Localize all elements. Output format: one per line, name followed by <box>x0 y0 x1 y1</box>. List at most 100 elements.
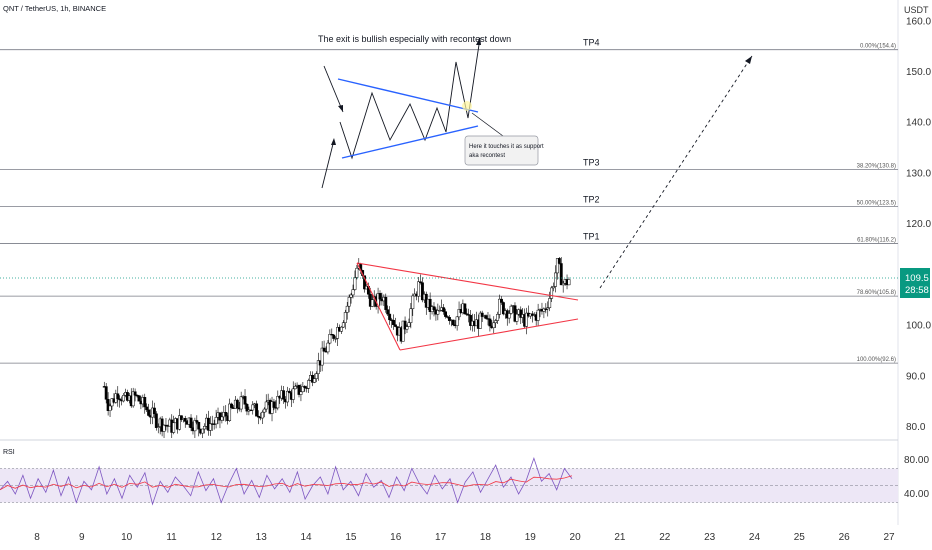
x-tick-5: 13 <box>256 532 268 543</box>
y-tick-2: 140.0 <box>906 118 931 129</box>
candle <box>561 280 565 293</box>
candle <box>442 304 446 315</box>
tp-label-tp2: TP2 <box>583 194 600 204</box>
schematic-pattern[interactable] <box>321 37 504 189</box>
candle <box>218 412 222 429</box>
fib-label-2: 50.00%(123.5) <box>857 200 896 206</box>
candle <box>193 417 197 438</box>
x-tick-0: 8 <box>34 532 40 543</box>
candle <box>257 410 260 425</box>
candle <box>343 309 347 330</box>
x-tick-8: 16 <box>390 532 402 543</box>
candle <box>303 385 307 392</box>
annotation-text[interactable]: The exit is bullish especially with reco… <box>318 34 511 44</box>
candle <box>291 381 295 404</box>
candle <box>494 318 498 328</box>
candle <box>559 257 563 286</box>
candle <box>554 265 557 293</box>
candle <box>301 381 305 393</box>
candle <box>457 301 461 321</box>
candle <box>376 287 380 314</box>
candle <box>297 384 301 398</box>
candle <box>469 309 473 331</box>
candle <box>320 341 324 372</box>
candle <box>276 390 280 411</box>
rsi-line <box>0 457 573 506</box>
fib-label-1: 38.20%(130.8) <box>857 163 896 169</box>
candle <box>488 314 492 332</box>
candle <box>515 308 519 325</box>
symmetrical-triangle-red[interactable] <box>356 262 579 351</box>
candle <box>347 294 351 313</box>
candle <box>550 285 554 303</box>
x-tick-10: 18 <box>480 532 492 543</box>
candle <box>133 388 137 402</box>
x-tick-3: 11 <box>166 532 177 543</box>
x-tick-14: 22 <box>659 532 671 543</box>
candle <box>293 382 297 390</box>
candle <box>411 293 415 316</box>
candle <box>370 293 374 308</box>
candle <box>212 419 216 430</box>
y-tick-1: 150.0 <box>906 67 931 78</box>
rsi-tick-1: 40.00 <box>904 489 929 500</box>
candle <box>530 310 534 323</box>
candle <box>312 373 316 384</box>
candle <box>509 304 513 315</box>
candle <box>214 409 218 429</box>
rsi-band <box>0 468 898 503</box>
candle <box>189 414 193 432</box>
candle <box>428 292 432 320</box>
x-tick-13: 21 <box>614 532 626 543</box>
x-tick-11: 19 <box>525 532 537 543</box>
x-tick-15: 23 <box>704 532 716 543</box>
y-tick-3: 130.0 <box>906 168 931 179</box>
candle <box>106 392 110 416</box>
candle <box>145 403 149 412</box>
candle <box>328 329 332 345</box>
candle <box>264 394 268 413</box>
y-tick-4: 120.0 <box>906 219 931 230</box>
candle <box>122 393 125 403</box>
candle <box>220 411 224 424</box>
candle <box>480 310 484 322</box>
candle <box>339 325 343 334</box>
candle <box>407 318 411 327</box>
candle <box>519 306 523 325</box>
candle <box>498 294 501 319</box>
candle <box>444 308 448 319</box>
candle <box>544 303 548 314</box>
candle <box>386 305 390 316</box>
candle <box>239 391 243 413</box>
candle <box>451 319 455 327</box>
tp-label-tp4: TP4 <box>583 38 600 48</box>
projection-arrow[interactable] <box>599 55 753 289</box>
y-tick-0: 160.0 <box>906 16 931 27</box>
candle <box>432 302 436 317</box>
candle <box>116 386 120 407</box>
fib-label-3: 61.80%(116.2) <box>857 237 896 243</box>
candle <box>552 282 555 292</box>
candle <box>228 398 232 422</box>
candle <box>262 407 266 418</box>
candle <box>326 340 330 355</box>
x-tick-18: 26 <box>839 532 851 543</box>
candle <box>131 387 135 408</box>
candle <box>353 270 357 291</box>
candle <box>206 410 210 436</box>
currency-label: USDT <box>904 5 929 15</box>
candle <box>255 400 259 417</box>
candle <box>287 388 291 394</box>
callout-box[interactable]: Here it touches it as support aka recont… <box>464 135 544 166</box>
candle <box>349 292 353 304</box>
fib-label-0: 0.00%(154.4) <box>860 44 896 50</box>
candle <box>500 296 503 305</box>
candle <box>299 383 303 402</box>
fib-label-5: 100.00%(92.6) <box>857 357 896 363</box>
candle <box>446 315 449 319</box>
candle <box>201 428 205 438</box>
candle <box>208 416 212 436</box>
candle <box>183 415 187 428</box>
candle <box>330 328 334 336</box>
